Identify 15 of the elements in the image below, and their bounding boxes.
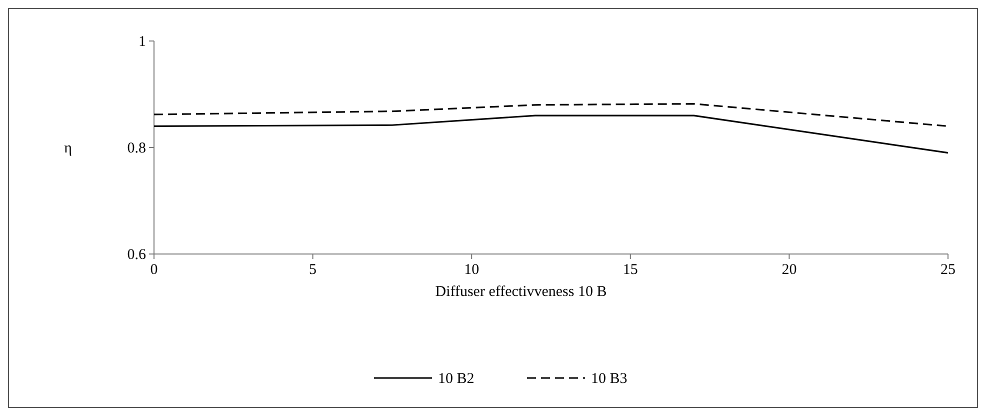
x-tick-label: 0: [150, 262, 158, 278]
x-axis-title: Diffuser effectivveness 10 B: [435, 284, 607, 300]
line-series: [153, 114, 949, 154]
x-tick-label: 20: [782, 262, 797, 278]
y-tick-label: 0.6: [127, 247, 146, 263]
x-tick-label: 10: [464, 262, 480, 278]
x-tick-label: 15: [622, 262, 638, 278]
line-series: [153, 103, 949, 127]
x-tick-label: 5: [309, 262, 317, 278]
legend-label: 10 B3: [591, 371, 628, 387]
y-tick-label: 1: [138, 34, 146, 50]
y-tick-label: 0.8: [127, 140, 146, 156]
y-axis-title: η: [64, 140, 72, 156]
legend-label: 10 B2: [438, 371, 474, 387]
x-tick-label: 25: [940, 262, 956, 278]
